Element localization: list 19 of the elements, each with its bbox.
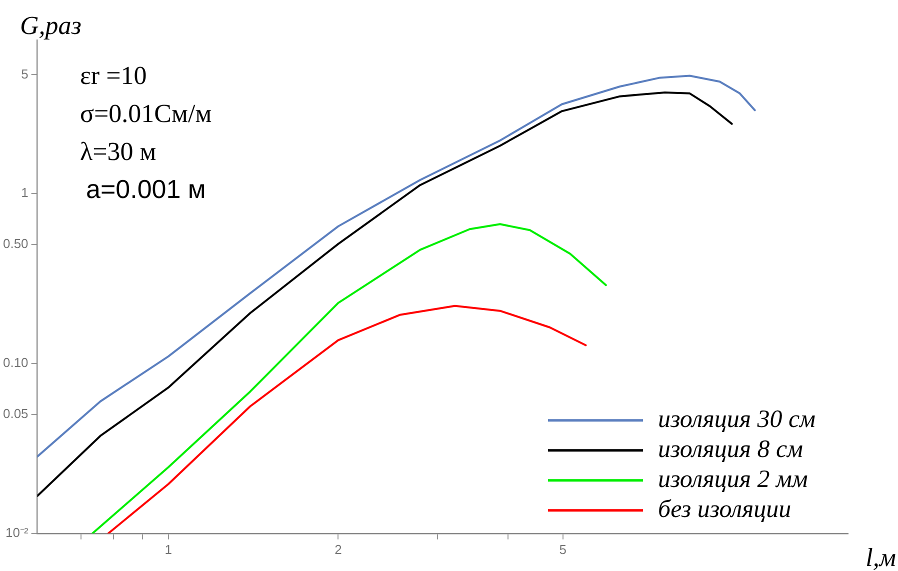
- annotation: a=0.001 м: [86, 174, 206, 204]
- annotation: εr =10: [80, 61, 147, 90]
- y-tick-label: 0.10: [2, 355, 28, 370]
- y-tick-label: 0.50: [2, 236, 28, 252]
- x-tick-label: 1: [164, 542, 172, 557]
- x-axis-title: l,м: [866, 543, 896, 571]
- legend-label: без изоляции: [658, 496, 792, 523]
- annotation: λ=30 м: [80, 137, 156, 166]
- y-axis-title: G,раз: [20, 11, 82, 40]
- legend-label: изоляция 8 см: [658, 436, 804, 463]
- y-tick-label: 5: [21, 66, 28, 82]
- y-tick-label: 0.05: [2, 406, 28, 422]
- x-tick-label: 5: [559, 542, 566, 557]
- y-tick-label: 1: [21, 185, 28, 200]
- y-tick-label: 10⁻²: [6, 524, 29, 540]
- legend-label: изоляция 2 мм: [658, 466, 808, 493]
- annotation: σ=0.01См/м: [80, 99, 212, 128]
- legend-label: изоляция 30 см: [658, 406, 816, 433]
- x-tick-label: 2: [334, 542, 342, 557]
